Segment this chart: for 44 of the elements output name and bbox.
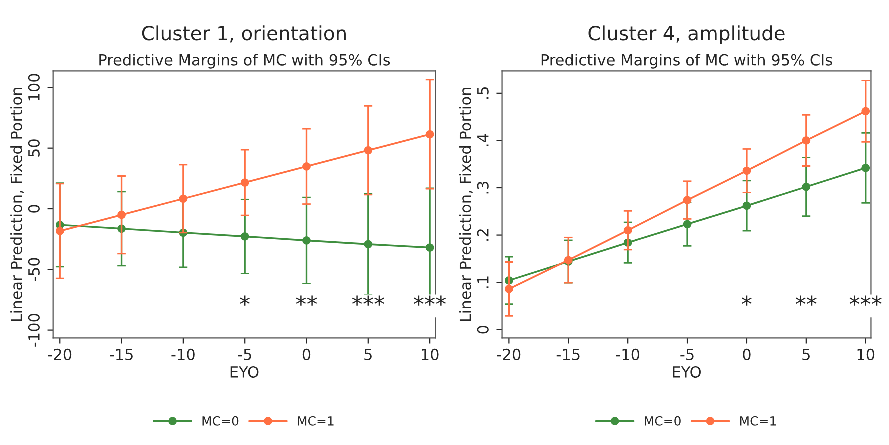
x-tick-label: -20 [48,348,72,360]
x-axis-title: EYO [230,366,259,378]
y-tick-label: .5 [478,87,489,100]
x-tick-label: 0 [743,348,751,360]
y-tick-label: 50 [28,140,40,157]
annotation: *** [352,296,384,306]
chart-title: Cluster 1, orientation [142,26,346,43]
chart-subtitle: Predictive Margins of MC with 95% CIs [100,54,390,69]
legend-label: MC=1 [740,416,776,426]
y-tick-label: .2 [477,230,489,241]
x-tick-label: 5 [364,349,372,360]
x-tick-label: -10 [616,348,640,360]
chart-subtitle: Predictive Margins of MC with 95% CIs [542,54,832,69]
chart-title: Cluster 4, amplitude [588,26,785,44]
y-tick-label: 0 [477,326,489,334]
annotation: *** [414,296,446,306]
y-tick-label: 0 [28,205,40,213]
annotation: ** [296,296,318,306]
x-tick-label: 10 [422,348,439,360]
annotation: * [742,296,752,306]
annotation: ** [796,296,817,306]
x-tick-label: 10 [858,348,875,360]
x-tick-label: 0 [302,348,311,360]
legend-label: MC=0 [202,416,239,426]
y-axis-title: Linear Prediction, Fixed Portion [10,88,24,322]
annotation: *** [850,296,882,306]
x-tick-label: -15 [110,349,133,360]
x-tick-label: -10 [172,348,195,360]
y-axis-title: Linear Prediction, Fixed Portion [460,88,473,322]
legend-label: MC=0 [645,416,681,426]
x-tick-label: -5 [680,349,694,360]
annotation: * [240,296,250,306]
y-tick-label: 100 [28,74,40,101]
x-tick-label: -15 [556,349,580,360]
x-tick-label: -5 [238,349,252,360]
y-tick-label: -100 [28,314,40,347]
x-tick-label: 5 [802,349,810,360]
x-tick-label: -20 [497,348,521,360]
y-tick-label: .3 [477,182,489,194]
x-axis-title: EYO [673,366,701,378]
y-tick-label: -50 [28,258,40,282]
y-tick-label: .1 [478,276,489,288]
y-tick-label: .4 [478,134,489,146]
legend-label: MC=1 [298,416,334,426]
